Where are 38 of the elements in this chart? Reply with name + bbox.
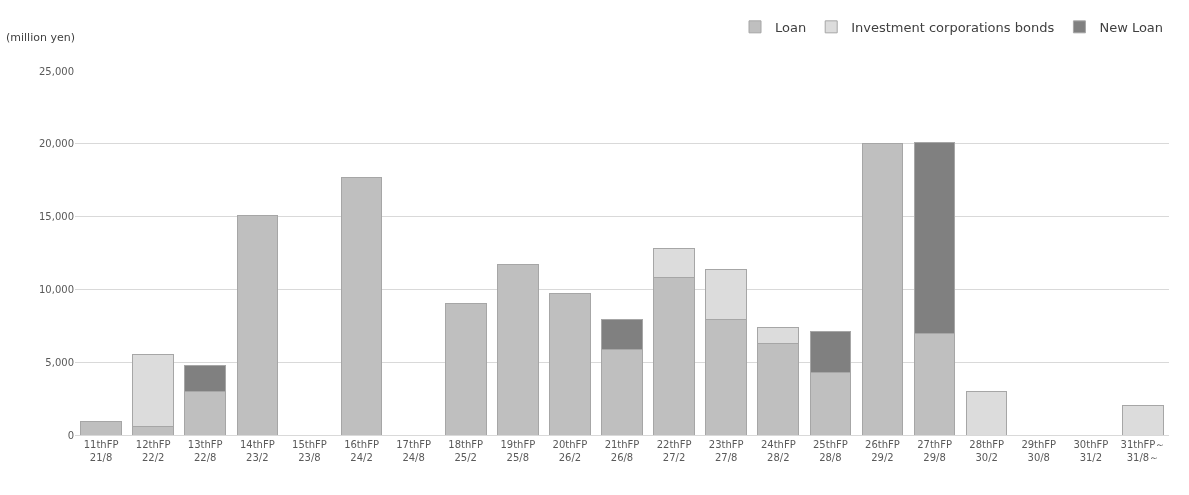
bar xyxy=(80,421,122,435)
x-tick-label: 31thFP～ 31/8～ xyxy=(1120,439,1166,463)
bar xyxy=(444,303,487,435)
bar xyxy=(549,293,591,435)
x-tick-label: 16thFP 24/2 xyxy=(344,439,379,463)
x-tick-label: 25thFP 28/8 xyxy=(813,439,848,463)
x-tick-label: 29thFP 30/8 xyxy=(1021,439,1057,463)
bar xyxy=(236,214,279,435)
bar xyxy=(496,264,539,435)
x-tick-label: 21thFP 26/8 xyxy=(604,439,640,463)
x-tick-label: 30thFP 31/2 xyxy=(1073,439,1109,463)
legend-label: Loan xyxy=(775,19,807,35)
bar xyxy=(861,143,904,435)
x-tick-label: 14thFP 23/2 xyxy=(239,439,275,463)
x-tick-label: 19thFP 25/8 xyxy=(500,439,536,463)
x-tick-label: 12thFP 22/2 xyxy=(135,439,171,463)
y-tick-label: 25,000 xyxy=(39,65,74,77)
y-tick-label: 0 xyxy=(67,429,74,441)
x-tick-label: 15thFP 23/8 xyxy=(292,439,327,463)
y-tick-label: 20,000 xyxy=(39,138,74,150)
y-tick-label: 10,000 xyxy=(39,283,74,295)
x-tick-label: 20thFP 26/2 xyxy=(552,439,588,463)
x-tick-label: 27thFP 29/8 xyxy=(917,439,952,463)
x-tick-label: 24thFP 28/2 xyxy=(760,439,796,463)
x-tick-label: 23thFP 27/8 xyxy=(708,439,744,463)
x-tick-label: 18thFP 25/2 xyxy=(448,439,484,463)
bar xyxy=(340,176,383,435)
y-tick-label: 5,000 xyxy=(45,356,74,368)
legend-label: Investment corporations bonds xyxy=(851,19,1055,35)
x-tick-label: 26thFP 29/2 xyxy=(865,439,900,463)
x-tick-label: 13thFP 22/8 xyxy=(187,439,223,463)
y-axis-title: (million yen) xyxy=(6,31,75,44)
y-tick-label: 15,000 xyxy=(39,211,74,223)
x-tick-label: 28thFP 30/2 xyxy=(969,439,1005,463)
x-tick-label: 11thFP 21/8 xyxy=(83,439,119,463)
x-tick-label: 17thFP 24/8 xyxy=(396,439,431,463)
x-tick-label: 22thFP 27/2 xyxy=(656,439,692,463)
legend-label: New Loan xyxy=(1099,19,1164,35)
